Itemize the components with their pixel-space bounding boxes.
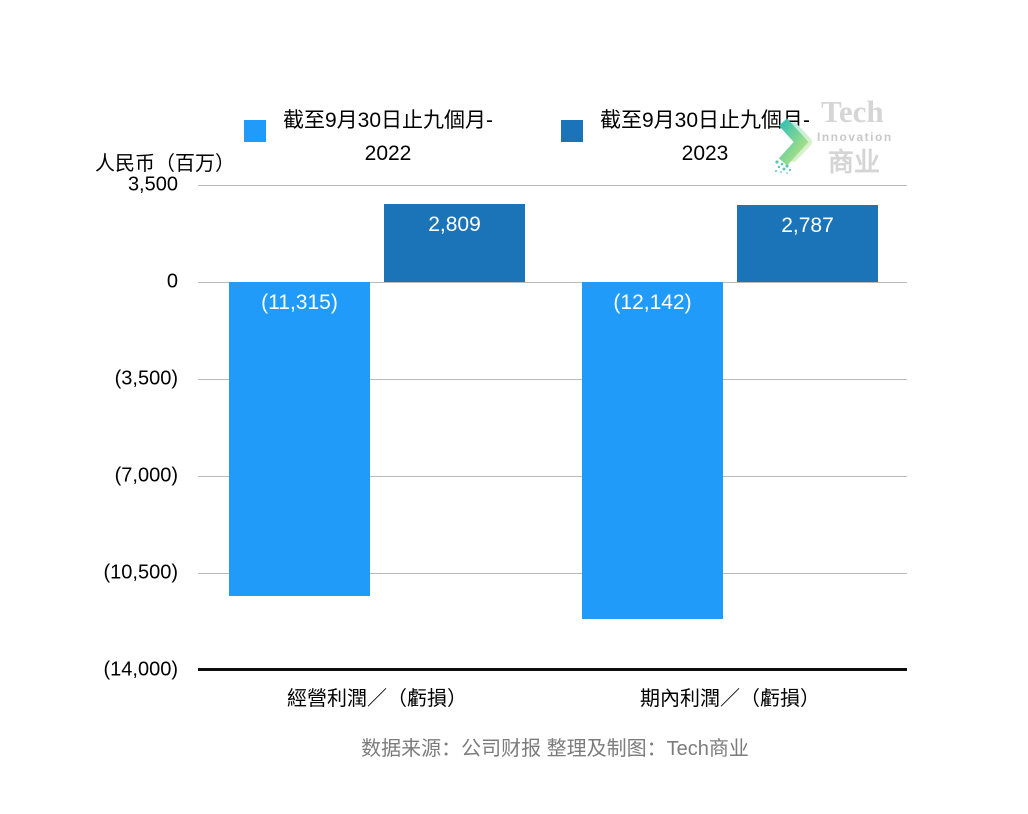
y-tick-label: (3,500) — [114, 367, 178, 390]
bar-2023-1: 2,787 — [737, 204, 878, 282]
bar-value-label: (11,315) — [261, 291, 338, 314]
category-label: 期內利潤／（虧損） — [640, 688, 820, 710]
gridline — [198, 185, 907, 186]
legend-label-2023: 截至9月30日止九個月- 2023 — [599, 109, 811, 165]
legend-item-2022: 截至9月30日止九個月- 2022 — [244, 104, 499, 170]
y-tick-label: (7,000) — [114, 464, 178, 487]
y-axis-title: 人民币（百万） — [95, 153, 235, 175]
source-note: 数据来源：公司财报 整理及制图：Tech商业 — [361, 738, 749, 760]
legend-item-2023: 截至9月30日止九個月- 2023 — [561, 104, 816, 170]
bar-value-label: (12,142) — [613, 291, 692, 314]
logo-shangye-text: 商业 — [828, 147, 881, 177]
bar-value-label: 2,809 — [428, 213, 481, 237]
legend-label-2022: 截至9月30日止九個月- 2022 — [282, 109, 494, 165]
gridline — [198, 282, 907, 283]
y-tick-label: (10,500) — [103, 561, 179, 584]
y-tick-label: (14,000) — [103, 658, 179, 681]
bar-2023-0: 2,809 — [384, 204, 525, 282]
x-axis-line — [198, 668, 907, 671]
category-label: 經營利潤／（虧損） — [287, 688, 467, 710]
bar-2022-1: (12,142) — [582, 282, 723, 619]
gridline — [198, 476, 907, 477]
gridline — [198, 573, 907, 574]
y-tick-label: 3,500 — [127, 173, 178, 196]
logo-tech-text: Tech — [821, 94, 884, 129]
legend-swatch-2023 — [561, 120, 583, 142]
bar-value-label: 2,787 — [781, 213, 834, 237]
brand-logo: Tech Innovation 商业 — [765, 92, 915, 177]
bar-2022-0: (11,315) — [229, 282, 370, 596]
gridline — [198, 379, 907, 380]
logo-innovation-text: Innovation — [817, 130, 893, 144]
legend-swatch-2022 — [244, 120, 266, 142]
chevron-arrow-icon — [775, 118, 812, 174]
y-tick-label: 0 — [166, 270, 178, 293]
